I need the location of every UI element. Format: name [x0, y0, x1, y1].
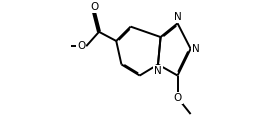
Text: O: O	[90, 2, 98, 12]
Text: N: N	[154, 66, 162, 76]
Text: N: N	[192, 44, 200, 54]
Text: O: O	[77, 41, 85, 51]
Text: N: N	[174, 12, 181, 22]
Text: O: O	[174, 93, 182, 103]
